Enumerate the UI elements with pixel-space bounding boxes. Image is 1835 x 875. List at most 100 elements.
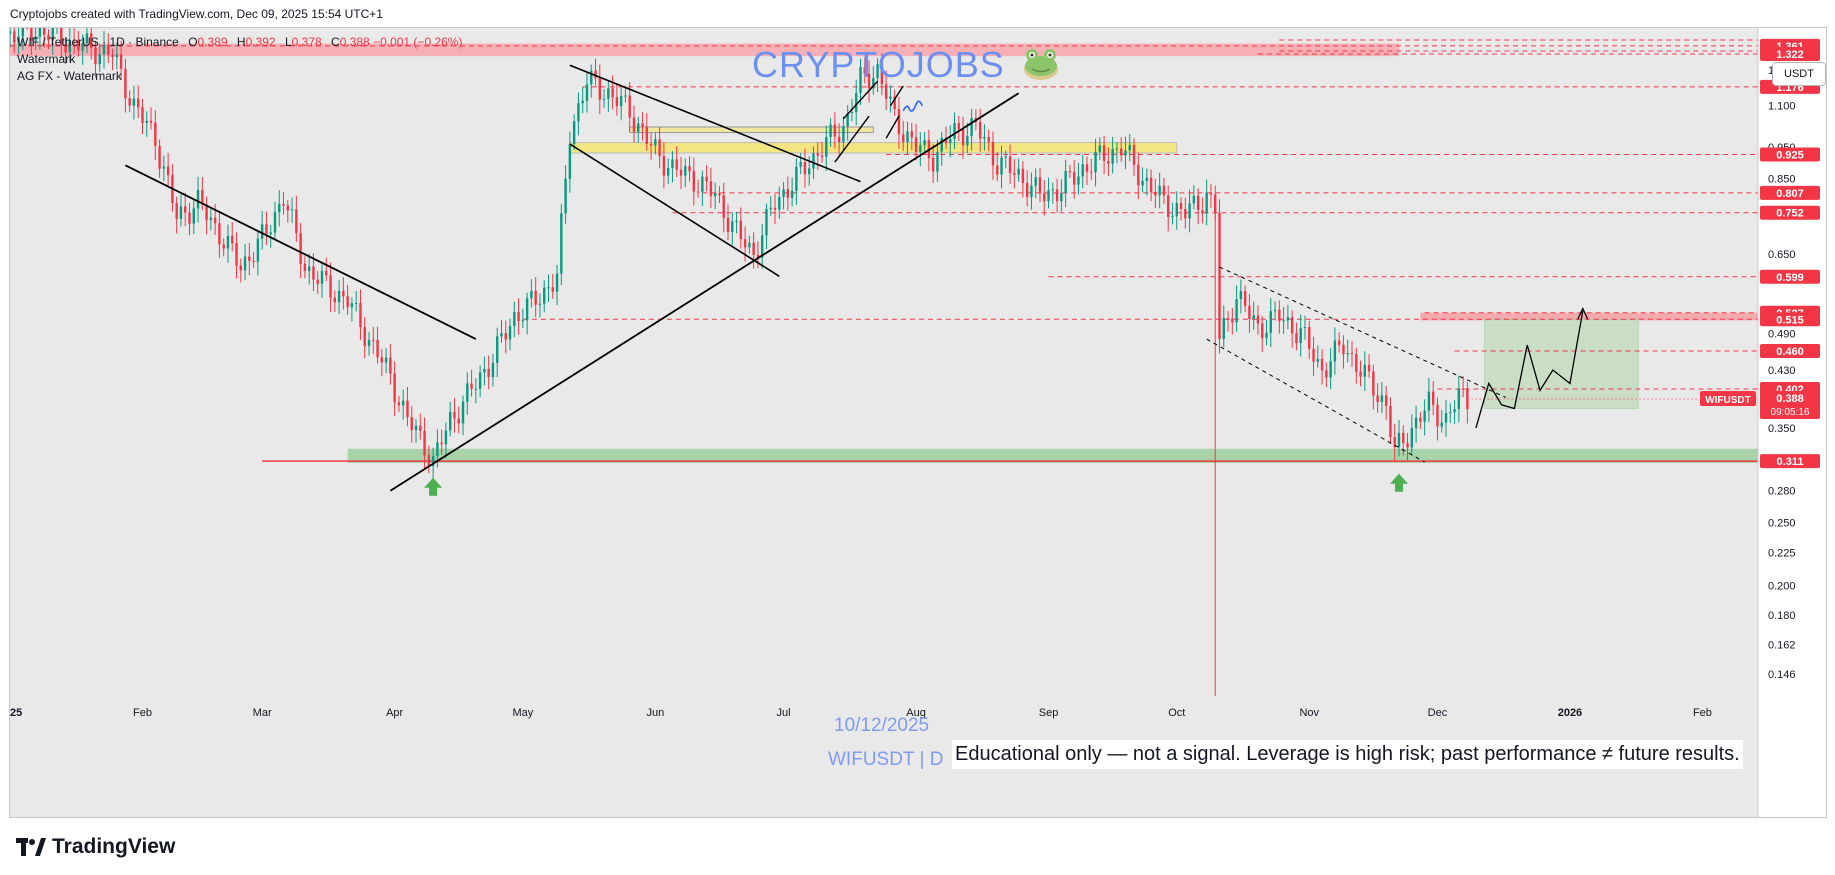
candle-body[interactable] [1188, 203, 1191, 219]
tradingview-brand[interactable]: TradingView [16, 835, 175, 859]
candle-body[interactable] [1406, 443, 1409, 448]
candle-body[interactable] [837, 136, 841, 143]
candle-body[interactable] [1290, 317, 1294, 334]
candle-body[interactable] [521, 320, 525, 322]
candle-body[interactable] [940, 137, 943, 152]
candle-body[interactable] [765, 209, 768, 236]
candle-body[interactable] [1350, 353, 1354, 355]
candle-body[interactable] [419, 425, 422, 431]
candle-body[interactable] [850, 111, 854, 114]
candle-body[interactable] [252, 260, 255, 262]
candle-body[interactable] [931, 157, 935, 172]
candle-body[interactable] [13, 31, 16, 43]
candle-body[interactable] [1397, 432, 1401, 448]
candle-body[interactable] [410, 417, 413, 431]
candle-body[interactable] [1346, 353, 1349, 355]
candle-body[interactable] [756, 254, 760, 258]
candle-body[interactable] [282, 203, 285, 206]
candle-body[interactable] [641, 123, 644, 127]
candle-body[interactable] [145, 120, 148, 124]
candle-body[interactable] [1017, 168, 1020, 175]
candle-body[interactable] [1235, 299, 1238, 323]
candle-body[interactable] [1064, 171, 1067, 194]
candle-body[interactable] [337, 291, 341, 303]
candle-body[interactable] [876, 64, 879, 79]
candle-body[interactable] [855, 92, 858, 112]
candle-body[interactable] [414, 425, 418, 431]
price-chart[interactable]: 1.2501.1000.9500.8500.6500.4900.4300.350… [10, 28, 1826, 817]
candle-body[interactable] [1192, 195, 1196, 204]
candle-body[interactable] [906, 131, 909, 142]
candle-body[interactable] [1025, 182, 1029, 198]
candle-body[interactable] [1440, 422, 1443, 427]
candle-body[interactable] [1355, 354, 1358, 372]
candle-body[interactable] [1102, 145, 1106, 161]
candle-body[interactable] [919, 145, 922, 152]
candle-body[interactable] [701, 176, 704, 192]
candle-body[interactable] [572, 121, 576, 145]
candle-body[interactable] [820, 155, 824, 157]
candle-body[interactable] [786, 189, 790, 198]
candle-body[interactable] [709, 181, 713, 197]
candle-body[interactable] [1414, 417, 1418, 429]
candle-body[interactable] [474, 388, 478, 390]
candle-body[interactable] [1252, 315, 1255, 319]
candle-body[interactable] [367, 339, 371, 347]
candle-body[interactable] [671, 159, 674, 168]
candle-body[interactable] [68, 39, 72, 53]
candle-body[interactable] [953, 123, 956, 139]
candle-body[interactable] [739, 220, 743, 240]
candle-body[interactable] [192, 208, 195, 224]
candle-body[interactable] [1030, 185, 1033, 198]
candle-body[interactable] [72, 39, 76, 41]
candle-body[interactable] [1461, 388, 1465, 390]
candle-body[interactable] [1115, 148, 1119, 150]
channel-bottom[interactable] [569, 143, 780, 277]
candle-body[interactable] [487, 368, 490, 378]
candle-body[interactable] [619, 95, 623, 107]
candle-body[interactable] [1256, 315, 1260, 324]
candle-body[interactable] [782, 189, 785, 198]
candle-body[interactable] [1222, 318, 1225, 339]
candle-body[interactable] [299, 233, 302, 264]
candle-body[interactable] [158, 145, 161, 169]
candle-body[interactable] [829, 124, 832, 137]
candle-body[interactable] [423, 430, 426, 456]
candle-body[interactable] [880, 64, 884, 85]
candle-body[interactable] [1043, 193, 1046, 202]
candle-body[interactable] [384, 357, 388, 363]
candle-body[interactable] [949, 138, 952, 144]
candle-body[interactable] [209, 217, 213, 221]
candle-body[interactable] [1214, 194, 1217, 213]
candle-body[interactable] [1359, 371, 1362, 377]
candle-body[interactable] [594, 70, 597, 79]
candle-body[interactable] [568, 144, 572, 179]
candle-body[interactable] [825, 136, 828, 157]
flag-line[interactable] [842, 80, 879, 120]
candle-body[interactable] [184, 206, 187, 213]
candle-body[interactable] [731, 221, 734, 233]
candle-body[interactable] [166, 166, 170, 176]
candle-body[interactable] [996, 165, 999, 175]
candle-body[interactable] [718, 193, 721, 196]
candle-body[interactable] [1154, 192, 1157, 196]
candle-body[interactable] [1376, 395, 1379, 402]
chart-frame[interactable]: 1.2501.1000.9500.8500.6500.4900.4300.350… [9, 27, 1827, 818]
candle-body[interactable] [218, 223, 221, 245]
candle-body[interactable] [867, 73, 871, 89]
candle-body[interactable] [226, 235, 230, 249]
candle-body[interactable] [957, 123, 960, 130]
candle-body[interactable] [564, 178, 567, 214]
candle-body[interactable] [1248, 305, 1251, 319]
candle-body[interactable] [81, 43, 84, 51]
candle-body[interactable] [1261, 323, 1264, 339]
candle-body[interactable] [872, 78, 875, 89]
candle-body[interactable] [923, 139, 926, 146]
candle-body[interactable] [842, 126, 845, 143]
candle-body[interactable] [1145, 177, 1149, 182]
candle-body[interactable] [1196, 195, 1200, 211]
candle-body[interactable] [628, 95, 631, 118]
candle-body[interactable] [1466, 389, 1469, 410]
candle-body[interactable] [517, 312, 520, 322]
supply-zone-small[interactable] [629, 126, 874, 134]
